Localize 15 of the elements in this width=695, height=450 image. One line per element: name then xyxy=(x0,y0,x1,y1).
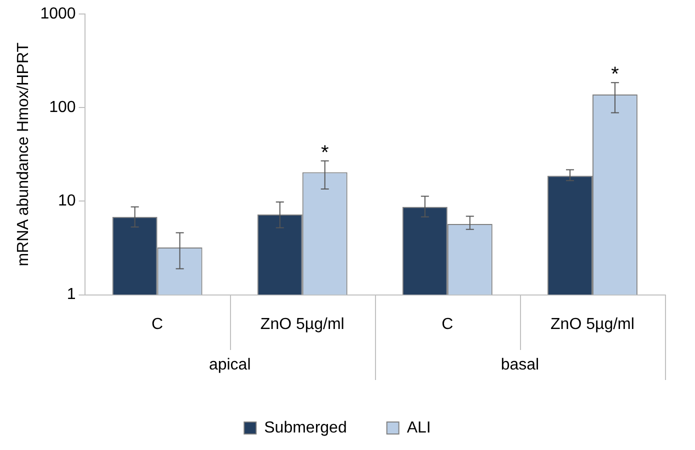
y-tick-label: 10 xyxy=(58,192,76,210)
y-tick-label: 1 xyxy=(66,286,76,304)
data-label: * xyxy=(320,142,329,164)
x-tick-label: ZnO 5µg/ml xyxy=(260,316,344,333)
text: basal xyxy=(500,356,540,374)
legend-label: Submerged xyxy=(264,419,347,436)
y-tick-label: 1000 xyxy=(40,5,76,22)
legend-label: ALI xyxy=(406,419,431,436)
x-tick-label: C xyxy=(152,316,164,333)
y-tick-label: 100 xyxy=(49,99,76,116)
x-tick-label: ZnO 5µg/ml xyxy=(550,316,634,333)
text: apical xyxy=(208,356,251,374)
data-label: * xyxy=(611,64,620,86)
x-tick-label: C xyxy=(442,316,454,333)
y-axis-title: mRNA abundance Hmox/HPRT xyxy=(15,42,32,266)
